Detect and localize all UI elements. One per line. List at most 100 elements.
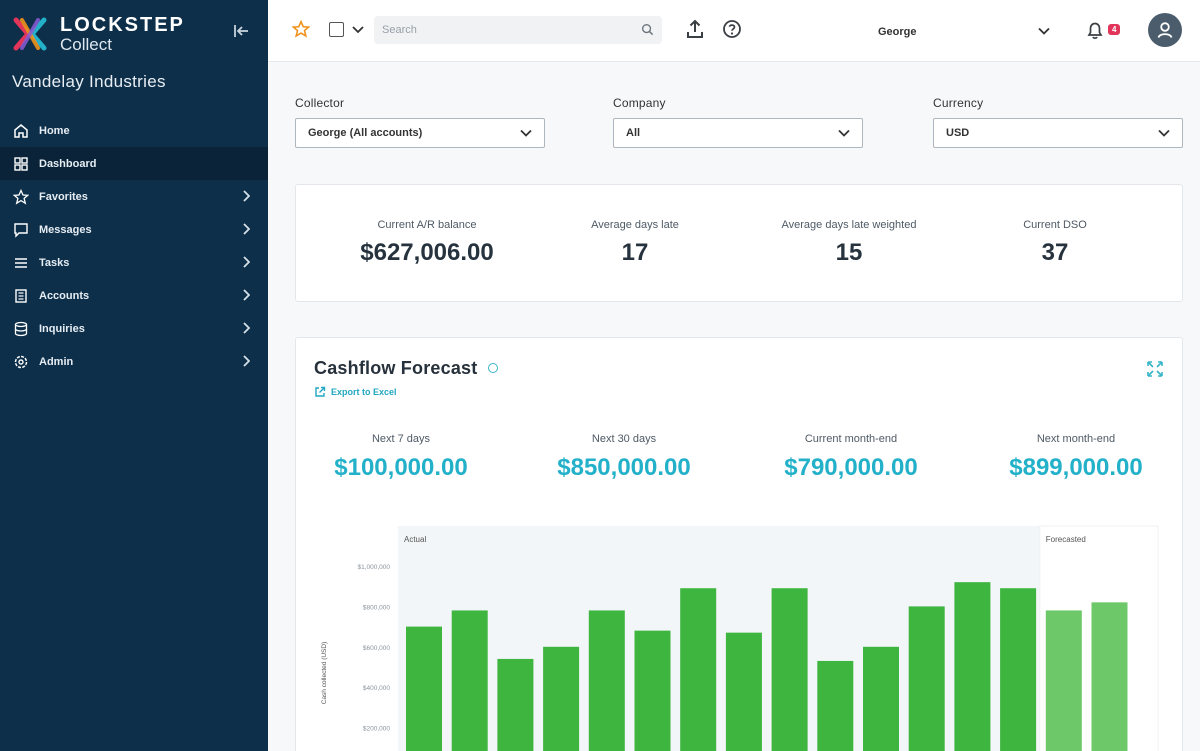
sidebar-item-admin[interactable]: Admin: [0, 345, 268, 378]
search-box: [374, 16, 662, 44]
info-icon[interactable]: [488, 363, 498, 373]
sidebar-item-label: Dashboard: [39, 157, 97, 170]
sidebar-item-label: Inquiries: [39, 322, 85, 335]
company-select[interactable]: All: [613, 118, 863, 148]
kpi-value: 15: [835, 239, 863, 266]
sidebar-item-accounts[interactable]: Accounts: [0, 279, 268, 312]
bar-actual: [725, 632, 762, 751]
bar-forecast: [1091, 602, 1128, 751]
sidebar-item-dashboard[interactable]: Dashboard: [0, 147, 268, 180]
kpi-ar-balance: Current A/R balance $627,006.00: [327, 219, 527, 267]
bar-actual: [543, 646, 580, 751]
forecast-next-7-days: Next 7 days $100,000.00: [296, 433, 506, 482]
company-label: Company: [613, 96, 666, 110]
product-name: Collect: [60, 35, 112, 54]
cashflow-title: Cashflow Forecast: [314, 358, 478, 378]
search-input[interactable]: [374, 16, 614, 44]
company-value: All: [626, 127, 641, 139]
select-checkbox[interactable]: [329, 22, 344, 37]
sidebar-item-label: Admin: [39, 355, 74, 368]
forecast-current-month-end: Current month-end $790,000.00: [746, 433, 956, 482]
sidebar-item-label: Home: [39, 124, 70, 137]
collector-filter: Collector George (All accounts): [295, 96, 545, 148]
bar-actual: [588, 610, 625, 751]
chevron-down-icon[interactable]: [352, 22, 364, 40]
sidebar-item-label: Favorites: [39, 190, 88, 203]
top-bar: George 4: [268, 0, 1200, 62]
currency-label: Currency: [933, 96, 984, 110]
sidebar-item-favorites[interactable]: Favorites: [0, 180, 268, 213]
chevron-down-icon: [1038, 25, 1050, 40]
sidebar-nav: Home Dashboard Favorites Messages: [0, 114, 268, 378]
kpi-avg-days-late-weighted: Average days late weighted 15: [749, 219, 949, 267]
avatar[interactable]: [1148, 13, 1182, 47]
forecast-label: Next month-end: [1036, 433, 1116, 445]
bar-actual: [497, 658, 534, 751]
currency-filter: Currency USD: [933, 96, 1183, 148]
y-tick-label: $600,000: [363, 645, 390, 652]
help-icon[interactable]: [722, 19, 742, 44]
bar-actual: [406, 626, 442, 751]
sidebar-item-tasks[interactable]: Tasks: [0, 246, 268, 279]
list-icon: [12, 254, 30, 272]
collapse-sidebar-button[interactable]: [230, 20, 252, 42]
collapse-icon: [234, 25, 248, 37]
collector-select[interactable]: George (All accounts): [295, 118, 545, 148]
gear-icon: [12, 353, 30, 371]
expand-icon[interactable]: [1146, 360, 1164, 383]
sidebar-item-home[interactable]: Home: [0, 114, 268, 147]
forecast-label: Current month-end: [804, 433, 898, 445]
chevron-down-icon: [1158, 127, 1170, 142]
forecast-value: $850,000.00: [557, 454, 691, 481]
export-label: Export to Excel: [331, 387, 397, 397]
bar-actual: [863, 646, 899, 751]
collector-label: Collector: [295, 96, 345, 110]
sidebar-item-messages[interactable]: Messages: [0, 213, 268, 246]
sidebar-item-label: Messages: [39, 223, 92, 236]
kpi-value: 37: [1041, 239, 1069, 266]
chevron-right-icon: [242, 255, 251, 271]
cashflow-chart: Actual Forecasted $1,000,000 $800,000 $600,0…: [321, 525, 1159, 751]
bar-actual: [817, 660, 854, 751]
notification-bell-icon[interactable]: [1086, 20, 1104, 45]
bar-forecast: [1045, 610, 1082, 751]
dashboard-icon: [12, 155, 30, 173]
kpi-value: $627,006.00: [360, 239, 494, 266]
bar-actual: [771, 588, 808, 751]
organization-name: Vandelay Industries: [12, 72, 166, 91]
cashflow-card: Cashflow Forecast Export to Excel Next 7…: [295, 337, 1183, 751]
y-tick-label: $1,000,000: [357, 564, 390, 571]
bar-actual: [1000, 588, 1037, 751]
y-axis-label: Cash collected (USD): [321, 642, 328, 705]
home-icon: [12, 122, 30, 140]
region-label-forecasted: Forecasted: [1046, 535, 1086, 544]
forecast-label: Next 30 days: [591, 433, 657, 445]
y-tick-label: $800,000: [363, 604, 390, 611]
chevron-down-icon: [838, 127, 850, 142]
sidebar: LOCKSTEP Collect Vandelay Industries Hom…: [0, 0, 268, 751]
bar-actual: [634, 630, 671, 751]
logo[interactable]: LOCKSTEP Collect: [0, 0, 268, 68]
favorite-star-icon[interactable]: [291, 19, 311, 43]
search-icon[interactable]: [641, 23, 654, 41]
lockstep-logo-icon: [12, 16, 48, 52]
building-icon: [12, 287, 30, 305]
forecast-label: Next 7 days: [371, 433, 431, 445]
company-filter: Company All: [613, 96, 863, 148]
message-icon: [12, 221, 30, 239]
chevron-right-icon: [242, 222, 251, 238]
user-select[interactable]: George: [866, 18, 1060, 46]
database-icon: [12, 320, 30, 338]
brand-name: LOCKSTEP: [60, 14, 185, 36]
upload-icon[interactable]: [686, 19, 704, 44]
y-tick-label: $200,000: [363, 726, 390, 733]
kpi-current-dso: Current DSO 37: [955, 219, 1155, 267]
collector-value: George (All accounts): [308, 127, 423, 139]
sidebar-item-inquiries[interactable]: Inquiries: [0, 312, 268, 345]
y-tick-label: $400,000: [363, 685, 390, 692]
export-to-excel-link[interactable]: Export to Excel: [314, 386, 397, 398]
kpi-label: Average days late: [591, 219, 679, 231]
currency-select[interactable]: USD: [933, 118, 1183, 148]
chevron-down-icon: [520, 127, 532, 142]
kpi-label: Current DSO: [1023, 219, 1087, 231]
